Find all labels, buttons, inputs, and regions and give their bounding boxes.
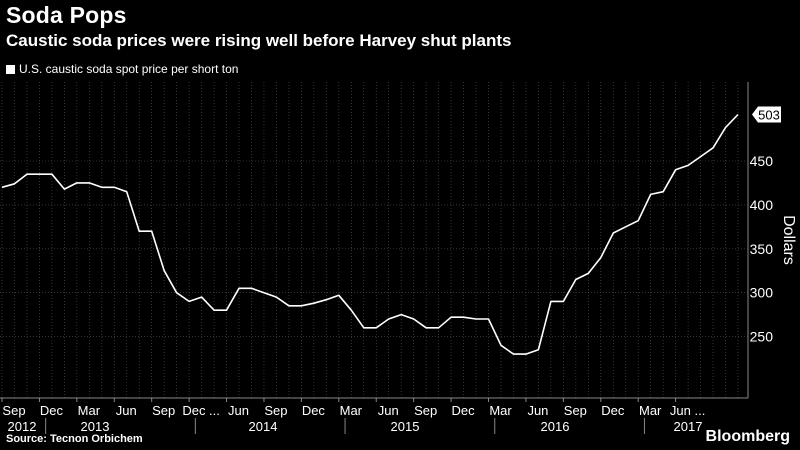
y-tick-label: 350 [750,241,774,257]
x-tick-label: Jun [527,403,548,418]
y-tick-label: 300 [750,285,774,301]
legend: U.S. caustic soda spot price per short t… [6,62,238,76]
x-tick-label: Mar [78,403,101,418]
last-value-flag [752,106,781,123]
source-note: Source: Tecnon Orbichem [6,433,143,445]
x-tick-label: Dec [452,403,476,418]
x-tick-label: Mar [340,403,363,418]
series-line [1,113,739,355]
bloomberg-logo: Bloomberg [705,428,790,445]
x-year-label: 2017 [674,419,703,434]
x-year-label: 2014 [249,419,278,434]
x-tick-label: Jun [116,403,137,418]
x-year-label: 2013 [81,419,110,434]
x-tick-label: Sep [264,403,287,418]
x-tick-label: Jun [228,403,249,418]
x-tick-label: Sep [2,403,25,418]
x-tick-label: Sep [414,403,437,418]
y-tick-label: 450 [750,153,774,169]
x-tick-label: Sep [152,403,175,418]
last-value-label: 503 [758,107,780,122]
x-year-label: 2012 [8,419,37,434]
x-tick-label: Jun ... [670,403,705,418]
chart-subtitle: Caustic soda prices were rising well bef… [6,31,512,50]
x-tick-label: Mar [639,403,662,418]
x-tick-label: Dec [601,403,625,418]
x-year-label: 2016 [541,419,570,434]
x-tick-label: Dec [302,403,326,418]
legend-label: U.S. caustic soda spot price per short t… [19,62,239,76]
x-tick-label: Jun [378,403,399,418]
x-tick-label: Dec [40,403,64,418]
x-year-label: 2015 [391,419,420,434]
y-tick-label: 400 [750,197,774,213]
x-tick-label: Dec ... [182,403,220,418]
chart-title: Soda Pops [6,2,127,28]
x-tick-label: Mar [489,403,512,418]
y-tick-label: 250 [750,329,774,345]
y-axis-label: Dollars [780,215,797,265]
x-tick-label: Sep [564,403,587,418]
legend-swatch [6,64,15,74]
